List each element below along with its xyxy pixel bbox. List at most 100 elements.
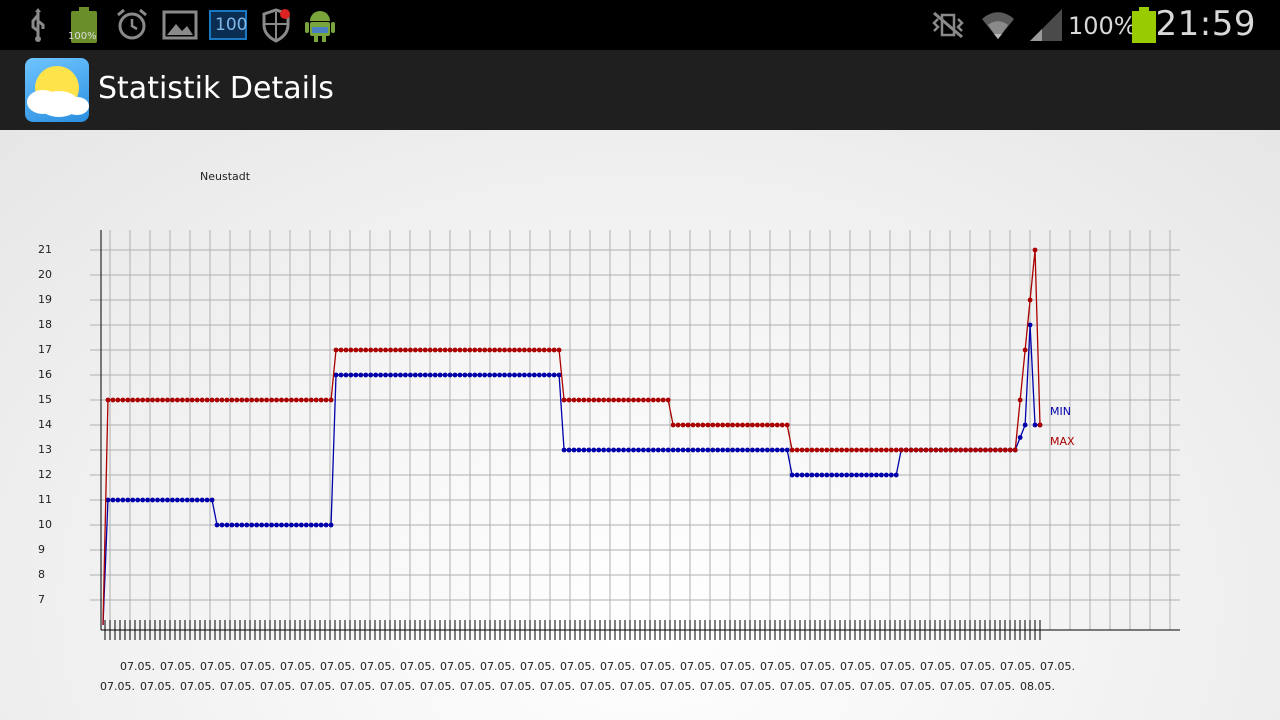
android-icon	[305, 11, 335, 42]
data-point	[229, 397, 235, 403]
data-point	[412, 347, 418, 353]
data-point	[412, 372, 418, 378]
x-tick-label: 07.05.	[540, 680, 575, 693]
data-point	[596, 447, 602, 453]
gallery-icon	[162, 10, 198, 40]
data-point	[660, 397, 666, 403]
chart-series	[102, 247, 1043, 626]
data-point	[864, 472, 869, 478]
data-point	[179, 497, 185, 503]
data-point	[497, 372, 503, 378]
counter-100-icon: 100	[209, 10, 247, 40]
data-point	[333, 372, 339, 378]
weather-app-icon[interactable]	[25, 58, 89, 122]
data-point	[1022, 422, 1028, 428]
data-point	[685, 447, 691, 453]
y-tick-label: 18	[38, 318, 52, 331]
x-tick-label: 07.05.	[860, 680, 895, 693]
data-point	[665, 447, 671, 453]
legend-min: MIN	[1050, 405, 1071, 418]
data-point	[482, 372, 488, 378]
data-point	[541, 347, 547, 353]
data-point	[546, 347, 552, 353]
data-point	[1037, 422, 1043, 428]
x-tick-label: 07.05.	[400, 660, 435, 673]
data-point	[576, 447, 582, 453]
data-point	[328, 397, 334, 403]
data-point	[715, 422, 721, 428]
data-point	[963, 447, 969, 453]
data-point	[764, 447, 770, 453]
data-point	[487, 347, 493, 353]
data-point	[983, 447, 988, 453]
data-point	[249, 397, 255, 403]
data-point	[427, 372, 433, 378]
data-point	[517, 372, 522, 378]
data-point	[829, 447, 835, 453]
data-point	[452, 372, 458, 378]
data-point	[888, 472, 894, 478]
data-point	[849, 472, 855, 478]
data-point	[259, 522, 265, 528]
data-point	[878, 472, 884, 478]
data-point	[244, 397, 250, 403]
data-point	[849, 447, 855, 453]
x-tick-label: 07.05.	[740, 680, 775, 693]
data-point	[695, 422, 701, 428]
data-point	[160, 497, 165, 503]
data-point	[437, 347, 443, 353]
data-point	[457, 347, 463, 353]
data-point	[1027, 322, 1033, 328]
data-point	[824, 472, 830, 478]
data-point	[140, 397, 146, 403]
y-tick-label: 19	[38, 293, 52, 306]
data-point	[864, 447, 869, 453]
data-point	[318, 397, 324, 403]
data-point	[199, 397, 205, 403]
chart-grid	[90, 230, 1180, 630]
x-tick-label: 07.05.	[160, 660, 195, 673]
data-point	[467, 372, 473, 378]
data-point	[740, 447, 745, 453]
data-point	[913, 447, 919, 453]
data-point	[988, 447, 993, 453]
data-point	[616, 447, 621, 453]
data-point	[125, 397, 131, 403]
data-point	[373, 347, 379, 353]
data-point	[794, 472, 800, 478]
data-point	[586, 397, 592, 403]
data-point	[774, 447, 780, 453]
x-tick-label: 07.05.	[580, 680, 615, 693]
data-point	[636, 397, 641, 403]
data-point	[170, 397, 175, 403]
series-min	[102, 322, 1043, 626]
data-point	[1012, 447, 1018, 453]
x-tick-label: 07.05.	[360, 660, 395, 673]
data-point	[824, 447, 830, 453]
data-point	[1032, 247, 1038, 253]
data-point	[769, 447, 775, 453]
y-tick-label: 11	[38, 493, 52, 506]
data-point	[383, 347, 388, 353]
chart-legend: MIN MAX	[1050, 405, 1075, 448]
data-point	[482, 347, 488, 353]
data-point	[393, 372, 398, 378]
data-point	[348, 347, 354, 353]
data-point	[323, 522, 329, 528]
data-point	[318, 522, 324, 528]
data-point	[120, 397, 126, 403]
data-point	[616, 397, 621, 403]
data-point	[214, 522, 220, 528]
data-point	[888, 447, 894, 453]
data-point	[745, 447, 750, 453]
signal-icon	[1030, 9, 1062, 41]
data-point	[611, 447, 617, 453]
data-point	[234, 522, 240, 528]
data-point	[581, 397, 587, 403]
data-point	[566, 447, 572, 453]
data-point	[779, 447, 785, 453]
data-point	[804, 447, 810, 453]
data-point	[209, 397, 215, 403]
data-point	[229, 522, 235, 528]
alarm-icon	[117, 8, 147, 40]
